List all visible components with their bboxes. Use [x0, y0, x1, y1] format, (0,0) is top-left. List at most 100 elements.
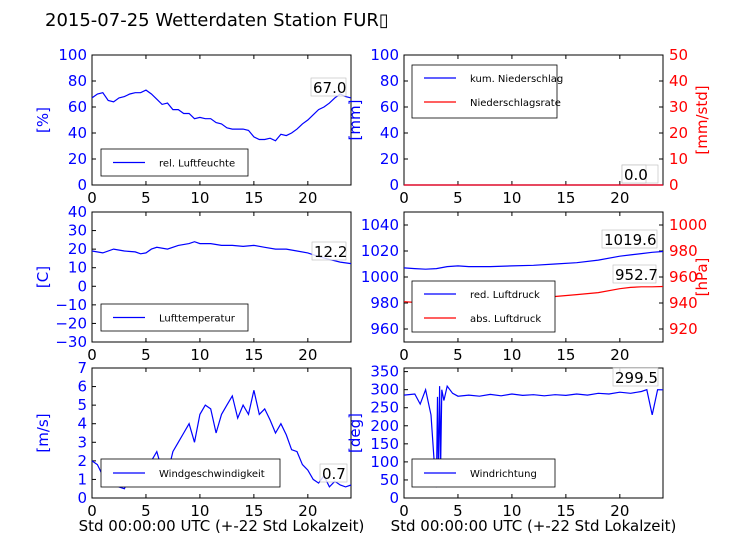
rain-legend-box: [411, 64, 558, 119]
pressure-ylabel2: [hPa]: [693, 258, 711, 297]
rain-xtick-label: 20: [610, 189, 629, 207]
humidity-ytick-label: 0: [77, 176, 87, 194]
temperature-series-line-1: [91, 241, 352, 265]
windspeed-ytick-label: 1: [77, 470, 87, 488]
pressure-ytick2-label: 940: [669, 294, 698, 312]
humidity-annotation-label: 67.0: [313, 79, 346, 97]
pressure-xtick-label: 10: [502, 346, 521, 364]
winddir-ytick-label: 200: [370, 417, 399, 435]
temperature-plot-frame: [91, 211, 352, 343]
pressure-annotation-box: [612, 264, 657, 284]
pressure-xtick-label: 5: [453, 346, 463, 364]
temperature-ytick-label: −10: [55, 296, 87, 314]
windspeed-xtick-label: 10: [190, 502, 209, 520]
windspeed-annotation-label: 0.7: [322, 465, 346, 483]
pressure-xtick-label: 15: [556, 346, 575, 364]
humidity-annotation-box: [310, 77, 347, 97]
winddir-ytick-label: 100: [370, 453, 399, 471]
windspeed-plot-frame: [91, 367, 352, 499]
winddir-xtick-label: 5: [453, 502, 463, 520]
temperature-xtick-label: 10: [190, 346, 209, 364]
humidity-xtick-label: 20: [298, 189, 317, 207]
rain-ytick-label: 60: [380, 98, 399, 116]
temperature-legend-label: Lufttemperatur: [159, 314, 236, 325]
temperature-legend-box: [100, 303, 249, 332]
rain-ytick2-label: 30: [669, 98, 688, 116]
windspeed-ytick-label: 3: [77, 433, 87, 451]
rain-annotation-label: 0.0: [624, 166, 648, 184]
pressure-ytick-label: 1000: [361, 268, 399, 286]
rain-ytick2-label: 20: [669, 124, 688, 142]
pressure-xtick-label: 20: [610, 346, 629, 364]
temperature-ytick-label: 30: [68, 222, 87, 240]
winddir-ytick-label: 300: [370, 381, 399, 399]
windspeed-legend-label: Windgeschwindigkeit: [159, 469, 265, 480]
pressure-ytick2-label: 920: [669, 320, 698, 338]
temperature-ytick-label: 40: [68, 203, 87, 221]
rain-legend-label: Niederschlagsrate: [470, 98, 561, 109]
pressure-ytick2-label: 960: [669, 268, 698, 286]
winddir-xlabel: Std 00:00:00 UTC (+-22 Std Lokalzeit): [391, 517, 677, 535]
pressure-ytick-label: 980: [370, 294, 399, 312]
rain-ylabel: [mm]: [346, 100, 364, 141]
rain-ytick-label: 40: [380, 124, 399, 142]
rain-annotation-box: [621, 164, 647, 184]
rain-ytick2-label: 0: [669, 176, 679, 194]
winddir-ytick-label: 150: [370, 435, 399, 453]
winddir-xtick-label: 0: [399, 502, 409, 520]
rain-xtick-label: 0: [399, 189, 409, 207]
winddir-ytick-label: 250: [370, 399, 399, 417]
windspeed-ytick-label: 4: [77, 415, 87, 433]
windspeed-ylabel: [m/s]: [34, 413, 52, 452]
humidity-ytick-label: 80: [68, 72, 87, 90]
temperature-ytick-label: −30: [55, 333, 87, 351]
winddir-xtick-label: 20: [610, 502, 629, 520]
temperature-xtick-label: 20: [298, 346, 317, 364]
rain-ytick2-label: 40: [669, 72, 688, 90]
humidity-xtick-label: 0: [87, 189, 97, 207]
rain-ytick-label: 20: [380, 150, 399, 168]
humidity-xtick-label: 15: [244, 189, 263, 207]
windspeed-ytick-label: 7: [77, 359, 87, 377]
rain-xtick-label: 5: [453, 189, 463, 207]
winddir-ytick-label: 350: [370, 363, 399, 381]
humidity-ytick-label: 20: [68, 150, 87, 168]
rain-legend-label: kum. Niederschlag: [470, 74, 563, 85]
humidity-plot-frame: [91, 54, 352, 186]
windspeed-xtick-label: 20: [298, 502, 317, 520]
figure-title: 2015-07-25 Wetterdaten Station FUR▯: [45, 10, 389, 31]
rain-xtick-label: 10: [502, 189, 521, 207]
winddir-plot-frame: [403, 367, 664, 499]
temperature-xtick-label: 15: [244, 346, 263, 364]
humidity-legend-label: rel. Luftfeuchte: [159, 159, 235, 170]
rain-ytick2-label: 10: [669, 150, 688, 168]
pressure-ytick2-label: 1000: [669, 216, 707, 234]
temperature-xtick-label: 0: [87, 346, 97, 364]
humidity-xtick-label: 5: [141, 189, 151, 207]
temperature-ytick-label: 0: [77, 277, 87, 295]
rain-ytick2-label: 50: [669, 46, 688, 64]
temperature-ytick-label: 10: [68, 259, 87, 277]
windspeed-xlabel: Std 00:00:00 UTC (+-22 Std Lokalzeit): [79, 517, 365, 535]
pressure-series-line-1: [403, 250, 664, 270]
pressure-xtick-label: 0: [399, 346, 409, 364]
windspeed-ytick-label: 6: [77, 378, 87, 396]
windspeed-ytick-label: 2: [77, 452, 87, 470]
rain-ytick-label: 0: [389, 176, 399, 194]
windspeed-xtick-label: 0: [87, 502, 97, 520]
winddir-legend-label: Windrichtung: [470, 469, 537, 480]
pressure-annotation-box: [601, 229, 658, 249]
humidity-ytick-label: 40: [68, 124, 87, 142]
temperature-xtick-label: 5: [141, 346, 151, 364]
rain-xtick-label: 15: [556, 189, 575, 207]
humidity-ylabel: [%]: [34, 107, 52, 133]
windspeed-ytick-label: 5: [77, 396, 87, 414]
pressure-legend-box: [411, 280, 556, 333]
pressure-ytick-label: 960: [370, 320, 399, 338]
humidity-ytick-label: 60: [68, 98, 87, 116]
pressure-annotation-label: 1019.6: [604, 231, 657, 249]
winddir-ylabel: [deg]: [346, 413, 364, 453]
windspeed-ytick-label: 0: [77, 489, 87, 507]
winddir-xtick-label: 15: [556, 502, 575, 520]
